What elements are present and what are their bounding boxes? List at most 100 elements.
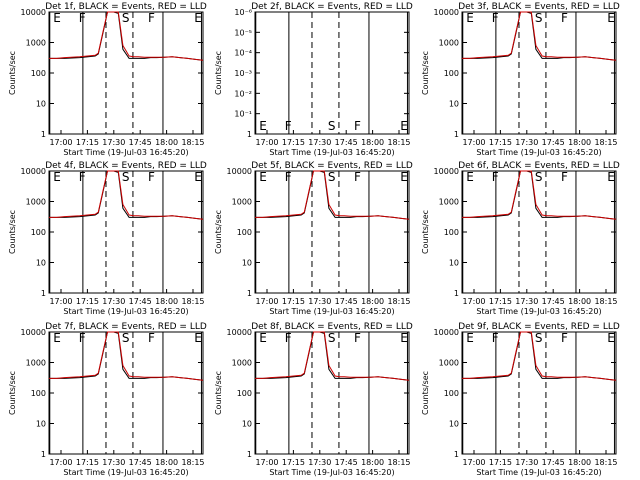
period-label: F [492,331,499,345]
y-tick-label: 10 [36,100,46,109]
plot-frame [254,11,410,135]
y-tick-label: 1000 [26,359,46,368]
y-tick-label: 10 [242,420,252,429]
y-axis-label: Counts/sec [421,210,430,254]
period-label: E [607,331,615,345]
chart-panel-3: Det 3f, BLACK = Events, RED = LLD 1 10 100 1… [421,2,620,157]
x-tick-label: 17:45 [129,458,152,467]
x-axis-label: Start Time (19-Jul-03 16:45:20) [63,148,188,157]
y-tick-label: 1 [41,450,46,459]
chart-panel-1: Det 1f, BLACK = Events, RED = LLD 1 10 100 1… [8,2,207,157]
y-tick-label: 1000 [439,359,459,368]
period-label: E [607,170,615,184]
period-label: S [328,170,336,184]
period-label: F [492,170,499,184]
series-line-lld [462,170,617,220]
x-tick-label: 18:15 [594,297,617,306]
x-axis-label: Start Time (19-Jul-03 16:45:20) [269,148,394,157]
x-tick-label: 18:00 [155,297,178,306]
period-label: F [561,11,568,25]
x-tick-label: 18:00 [361,458,384,467]
y-axis-label: Counts/sec [214,51,223,95]
chart-panel-8: Det 8f, BLACK = Events, RED = LLD 1 10 100 1… [214,322,413,477]
plot-frame [461,170,617,294]
x-tick-label: 18:15 [181,138,204,147]
period-label: S [122,11,130,25]
x-tick-label: 17:15 [76,138,99,147]
y-tick-label: 10⁻³ [234,69,252,78]
y-tick-label: 10⁻² [234,89,252,98]
x-tick-label: 17:45 [542,297,565,306]
y-axis-label: Counts/sec [214,210,223,254]
x-tick-label: 17:15 [282,297,305,306]
y-tick-label: 10 [449,100,459,109]
plot-frame [461,11,617,135]
y-tick-label: 1 [247,130,252,139]
y-tick-label: 100 [31,389,46,398]
plot-frame [254,331,410,455]
x-tick-label: 17:45 [542,138,565,147]
series-line-lld [49,331,204,381]
period-label: S [122,331,130,345]
y-tick-label: 1000 [26,198,46,207]
y-tick-label: 100 [444,389,459,398]
x-tick-label: 17:00 [49,458,72,467]
x-tick-label: 18:15 [594,458,617,467]
period-label: F [492,11,499,25]
y-tick-label: 100 [444,228,459,237]
x-tick-label: 18:15 [181,297,204,306]
period-label: F [354,170,361,184]
period-label: E [607,11,615,25]
y-tick-label: 10000 [21,8,46,17]
period-label: E [259,331,267,345]
x-tick-label: 17:30 [308,297,331,306]
y-tick-label: 10 [449,420,459,429]
x-tick-label: 17:00 [462,458,485,467]
y-tick-label: 10000 [434,167,459,176]
y-tick-label: 1 [454,450,459,459]
x-tick-label: 18:15 [387,138,410,147]
y-tick-label: 100 [237,228,252,237]
y-tick-label: 10000 [21,167,46,176]
period-label: E [194,331,202,345]
plot-frame [48,170,204,294]
series-line-lld [462,331,617,381]
period-label: E [53,331,61,345]
x-tick-label: 17:45 [335,458,358,467]
x-tick-label: 18:00 [361,138,384,147]
x-tick-label: 17:30 [515,297,538,306]
series-line-lld [49,11,204,61]
period-label: E [466,11,474,25]
y-tick-label: 10000 [21,328,46,337]
chart-title: Det 9f, BLACK = Events, RED = LLD [458,322,620,332]
y-tick-label: 100 [444,69,459,78]
series-line-lld [255,331,410,381]
x-tick-label: 17:45 [335,297,358,306]
y-axis-label: Counts/sec [8,210,17,254]
y-tick-label: 1 [41,289,46,298]
x-tick-label: 17:00 [255,138,278,147]
y-axis-label: Counts/sec [8,371,17,415]
x-tick-label: 17:00 [49,138,72,147]
x-tick-label: 17:15 [76,458,99,467]
x-tick-label: 17:30 [308,138,331,147]
period-label: F [561,170,568,184]
period-label: F [148,170,155,184]
chart-panel-4: Det 4f, BLACK = Events, RED = LLD 1 10 100 1… [8,161,207,316]
x-axis-label: Start Time (19-Jul-03 16:45:20) [269,307,394,316]
y-tick-label: 10000 [227,328,252,337]
period-label: S [535,331,543,345]
x-tick-label: 17:00 [462,138,485,147]
period-label: E [259,119,267,133]
period-label: F [285,331,292,345]
x-tick-label: 18:00 [568,297,591,306]
y-tick-label: 1 [247,289,252,298]
period-label: E [400,119,408,133]
x-axis-label: Start Time (19-Jul-03 16:45:20) [476,307,601,316]
chart-panel-2: Det 2f, BLACK = Events, RED = LLD 1 10⁻¹ 10… [214,2,413,157]
x-tick-label: 17:45 [129,138,152,147]
x-tick-label: 17:45 [335,138,358,147]
x-tick-label: 17:15 [489,138,512,147]
x-tick-label: 17:30 [102,458,125,467]
x-tick-label: 17:15 [282,138,305,147]
